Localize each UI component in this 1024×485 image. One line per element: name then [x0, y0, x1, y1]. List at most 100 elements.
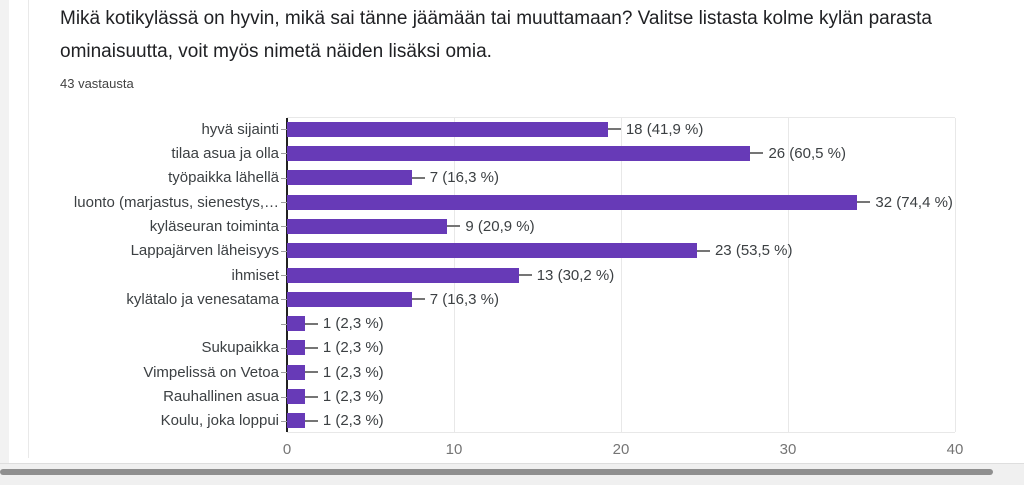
category-tick: [281, 177, 287, 179]
x-tick-label: 10: [445, 441, 463, 458]
category-tick: [281, 129, 287, 131]
category-tick: [281, 275, 287, 277]
gridline: [788, 118, 789, 432]
page-left-gutter: [0, 0, 9, 463]
chart-row: Rauhallinen asua 1 (2,3 %): [60, 384, 1000, 408]
value-label: 23 (53,5 %): [714, 242, 793, 260]
bar-chart: hyvä sijainti 18 (41,9 %) tilaa asua ja ol…: [60, 117, 1000, 458]
value-connector-line: [696, 249, 710, 252]
bar: [287, 364, 305, 380]
value-label: 7 (16,3 %): [429, 290, 499, 308]
value-connector-line: [304, 371, 318, 374]
chart-row: Vimpelissä on Vetoa 1 (2,3 %): [60, 360, 1000, 384]
category-label: tilaa asua ja olla: [171, 144, 279, 162]
bar: [287, 194, 858, 210]
value-connector-line: [447, 225, 461, 228]
value-label: 9 (20,9 %): [465, 217, 535, 235]
question-title: Mikä kotikylässä on hyvin, mikä sai tänn…: [60, 8, 932, 62]
bar: [287, 413, 305, 429]
value-connector-line: [607, 128, 621, 131]
value-connector-line: [304, 346, 318, 349]
value-connector-line: [304, 322, 318, 325]
value-connector-line: [304, 395, 318, 398]
value-connector-line: [857, 201, 871, 204]
chart-row: kylätalo ja venesatama 7 (16,3 %): [60, 287, 1000, 311]
bar-zone: 23 (53,5 %): [281, 239, 1000, 263]
horizontal-scrollbar[interactable]: [0, 463, 1024, 485]
bar: [287, 121, 608, 137]
chart-rows: hyvä sijainti 18 (41,9 %) tilaa asua ja ol…: [60, 117, 1000, 433]
category-label: Sukupaikka: [201, 339, 279, 357]
x-tick-label: 20: [612, 441, 630, 458]
category-tick: [281, 153, 287, 155]
value-label: 1 (2,3 %): [322, 339, 384, 357]
x-axis: 0 10 20 30 40: [283, 441, 964, 461]
category-label: kyläseuran toiminta: [149, 217, 279, 235]
category-label: hyvä sijainti: [201, 120, 279, 138]
category-label: kylätalo ja venesatama: [126, 290, 279, 308]
chart-row: Lappajärven läheisyys 23 (53,5 %): [60, 239, 1000, 263]
value-label: 1 (2,3 %): [322, 363, 384, 381]
bar-zone: 26 (60,5 %): [281, 141, 1000, 165]
value-label: 18 (41,9 %): [625, 120, 704, 138]
chart-row: kyläseuran toiminta 9 (20,9 %): [60, 214, 1000, 238]
category-label: Lappajärven läheisyys: [130, 242, 279, 260]
bar: [287, 316, 305, 332]
bar: [287, 291, 412, 307]
category-tick: [281, 396, 287, 398]
chart-row: ihmiset 13 (30,2 %): [60, 263, 1000, 287]
category-label: Vimpelissä on Vetoa: [143, 363, 279, 381]
chart-row: Sukupaikka 1 (2,3 %): [60, 336, 1000, 360]
chart-row: 1 (2,3 %): [60, 312, 1000, 336]
bar-zone: 7 (16,3 %): [281, 287, 1000, 311]
value-label: 1 (2,3 %): [322, 388, 384, 406]
category-label: ihmiset: [231, 266, 279, 284]
x-tick-label: 40: [946, 441, 964, 458]
question-header: Mikä kotikylässä on hyvin, mikä sai tänn…: [60, 0, 985, 91]
bar-zone: 1 (2,3 %): [281, 336, 1000, 360]
bar-zone: 1 (2,3 %): [281, 312, 1000, 336]
value-label: 13 (30,2 %): [536, 266, 615, 284]
category-label: työpaikka lähellä: [168, 169, 279, 187]
bar-zone: 32 (74,4 %): [281, 190, 1000, 214]
value-connector-line: [750, 152, 764, 155]
category-tick: [281, 250, 287, 252]
value-connector-line: [304, 419, 318, 422]
category-label: Rauhallinen asua: [163, 388, 279, 406]
value-label: 32 (74,4 %): [875, 193, 953, 211]
response-count: 43 vastausta: [60, 76, 134, 91]
category-label: Koulu, joka loppui: [160, 412, 279, 430]
bar-zone: 1 (2,3 %): [281, 409, 1000, 433]
value-connector-line: [411, 176, 425, 179]
chart-row: Koulu, joka loppui 1 (2,3 %): [60, 409, 1000, 433]
bar: [287, 267, 519, 283]
category-tick: [281, 372, 287, 374]
bar-zone: 1 (2,3 %): [281, 360, 1000, 384]
bar-zone: 13 (30,2 %): [281, 263, 1000, 287]
value-label: 26 (60,5 %): [768, 144, 846, 162]
bar-zone: 9 (20,9 %): [281, 214, 1000, 238]
bar: [287, 170, 412, 186]
category-tick: [281, 226, 287, 228]
horizontal-scrollbar-thumb[interactable]: [0, 469, 993, 475]
category-tick: [281, 299, 287, 301]
chart-row: hyvä sijainti 18 (41,9 %): [60, 117, 1000, 141]
category-tick: [281, 202, 287, 204]
x-tick-label: 30: [779, 441, 797, 458]
gridline: [955, 118, 956, 432]
value-connector-line: [518, 274, 532, 277]
category-tick: [281, 420, 287, 422]
bar: [287, 218, 448, 234]
bar-zone: 18 (41,9 %): [281, 117, 1000, 141]
chart-row: luonto (marjastus, sienestys,… 32 (74,4 %…: [60, 190, 1000, 214]
category-tick: [281, 347, 287, 349]
value-label: 1 (2,3 %): [322, 315, 384, 333]
category-label: luonto (marjastus, sienestys,…: [73, 193, 279, 211]
x-tick-label: 0: [282, 441, 292, 458]
bar: [287, 389, 305, 405]
bar-zone: 7 (16,3 %): [281, 166, 1000, 190]
bar: [287, 145, 751, 161]
bar: [287, 243, 697, 259]
gridline: [621, 118, 622, 432]
value-label: 1 (2,3 %): [322, 412, 384, 430]
